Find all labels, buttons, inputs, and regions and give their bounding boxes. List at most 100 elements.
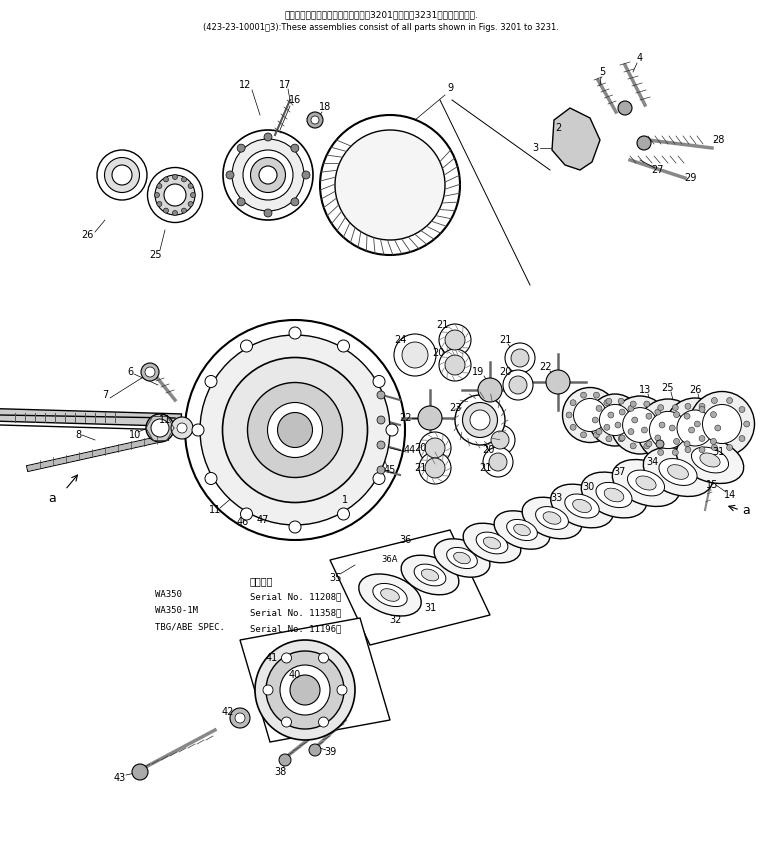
Ellipse shape [700, 453, 720, 467]
Circle shape [592, 417, 598, 423]
Text: 16: 16 [289, 95, 301, 105]
Circle shape [279, 754, 291, 766]
Ellipse shape [104, 158, 139, 192]
Circle shape [190, 192, 196, 198]
Ellipse shape [268, 402, 323, 458]
Text: 20: 20 [431, 348, 444, 358]
Ellipse shape [536, 506, 568, 530]
Circle shape [632, 417, 638, 423]
Text: 36: 36 [399, 535, 411, 545]
Polygon shape [330, 530, 490, 645]
Circle shape [596, 406, 602, 411]
Ellipse shape [702, 405, 741, 444]
Circle shape [581, 432, 587, 438]
Text: 32: 32 [389, 615, 401, 625]
Text: 31: 31 [424, 603, 436, 613]
Text: 38: 38 [274, 767, 286, 777]
Text: 24: 24 [393, 335, 406, 345]
Text: 20: 20 [498, 367, 511, 377]
Text: 22: 22 [539, 362, 551, 372]
Circle shape [712, 445, 718, 451]
Text: 10: 10 [129, 430, 141, 440]
Circle shape [373, 375, 385, 388]
Ellipse shape [689, 392, 754, 457]
Ellipse shape [485, 425, 515, 455]
Circle shape [377, 391, 385, 399]
Circle shape [154, 192, 160, 198]
Ellipse shape [572, 499, 591, 512]
Ellipse shape [445, 355, 465, 375]
Text: 28: 28 [712, 135, 724, 145]
Ellipse shape [589, 394, 641, 446]
Ellipse shape [414, 564, 446, 586]
Text: 21: 21 [436, 320, 448, 330]
Circle shape [182, 208, 186, 213]
Circle shape [596, 428, 602, 434]
Circle shape [659, 422, 665, 428]
Text: 13: 13 [639, 385, 651, 395]
Circle shape [182, 177, 186, 182]
Text: 20: 20 [414, 443, 426, 453]
Circle shape [656, 440, 664, 448]
Circle shape [570, 424, 576, 430]
Ellipse shape [491, 431, 509, 449]
Text: Serial No. 11208～: Serial No. 11208～ [250, 592, 342, 601]
Text: 26: 26 [81, 230, 93, 240]
Ellipse shape [509, 376, 527, 394]
Text: WA350: WA350 [155, 590, 182, 599]
Text: a: a [48, 492, 56, 505]
Circle shape [157, 184, 162, 188]
Circle shape [628, 428, 634, 434]
Circle shape [173, 211, 177, 216]
Ellipse shape [596, 482, 632, 507]
Circle shape [711, 439, 716, 445]
Ellipse shape [503, 370, 533, 400]
Text: 1: 1 [342, 495, 348, 505]
Circle shape [289, 521, 301, 533]
Circle shape [240, 508, 253, 520]
Circle shape [711, 412, 716, 418]
Ellipse shape [401, 555, 459, 595]
Circle shape [618, 101, 632, 115]
Circle shape [192, 424, 204, 436]
Text: 34: 34 [646, 457, 658, 467]
Circle shape [628, 406, 634, 411]
Circle shape [309, 744, 321, 756]
Circle shape [205, 473, 217, 485]
Text: 21: 21 [498, 335, 511, 345]
Text: 33: 33 [550, 493, 562, 503]
Text: Serial No. 11358～: Serial No. 11358～ [250, 608, 342, 617]
Circle shape [478, 378, 502, 402]
Circle shape [377, 416, 385, 424]
Text: 適用号機: 適用号機 [250, 576, 273, 586]
Circle shape [263, 685, 273, 695]
Ellipse shape [692, 447, 728, 473]
Text: 7: 7 [102, 390, 108, 400]
Ellipse shape [259, 166, 277, 184]
Circle shape [373, 473, 385, 485]
Circle shape [699, 447, 705, 453]
Circle shape [694, 421, 700, 427]
Text: 30: 30 [582, 482, 594, 492]
Circle shape [282, 717, 291, 727]
Ellipse shape [419, 432, 451, 464]
Circle shape [685, 447, 691, 453]
Text: 25: 25 [662, 383, 674, 393]
Circle shape [581, 392, 587, 398]
Circle shape [619, 409, 626, 415]
Ellipse shape [232, 139, 304, 211]
Circle shape [594, 432, 600, 438]
Ellipse shape [611, 396, 669, 454]
Ellipse shape [280, 665, 330, 715]
Text: 4: 4 [637, 53, 643, 63]
Ellipse shape [335, 130, 445, 240]
Text: 43: 43 [114, 773, 126, 783]
Text: 29: 29 [684, 173, 696, 183]
Circle shape [619, 435, 626, 441]
Circle shape [654, 409, 661, 415]
Circle shape [282, 653, 291, 663]
Text: 17: 17 [279, 80, 291, 90]
Ellipse shape [463, 402, 498, 438]
Circle shape [418, 406, 442, 430]
Ellipse shape [434, 538, 490, 577]
